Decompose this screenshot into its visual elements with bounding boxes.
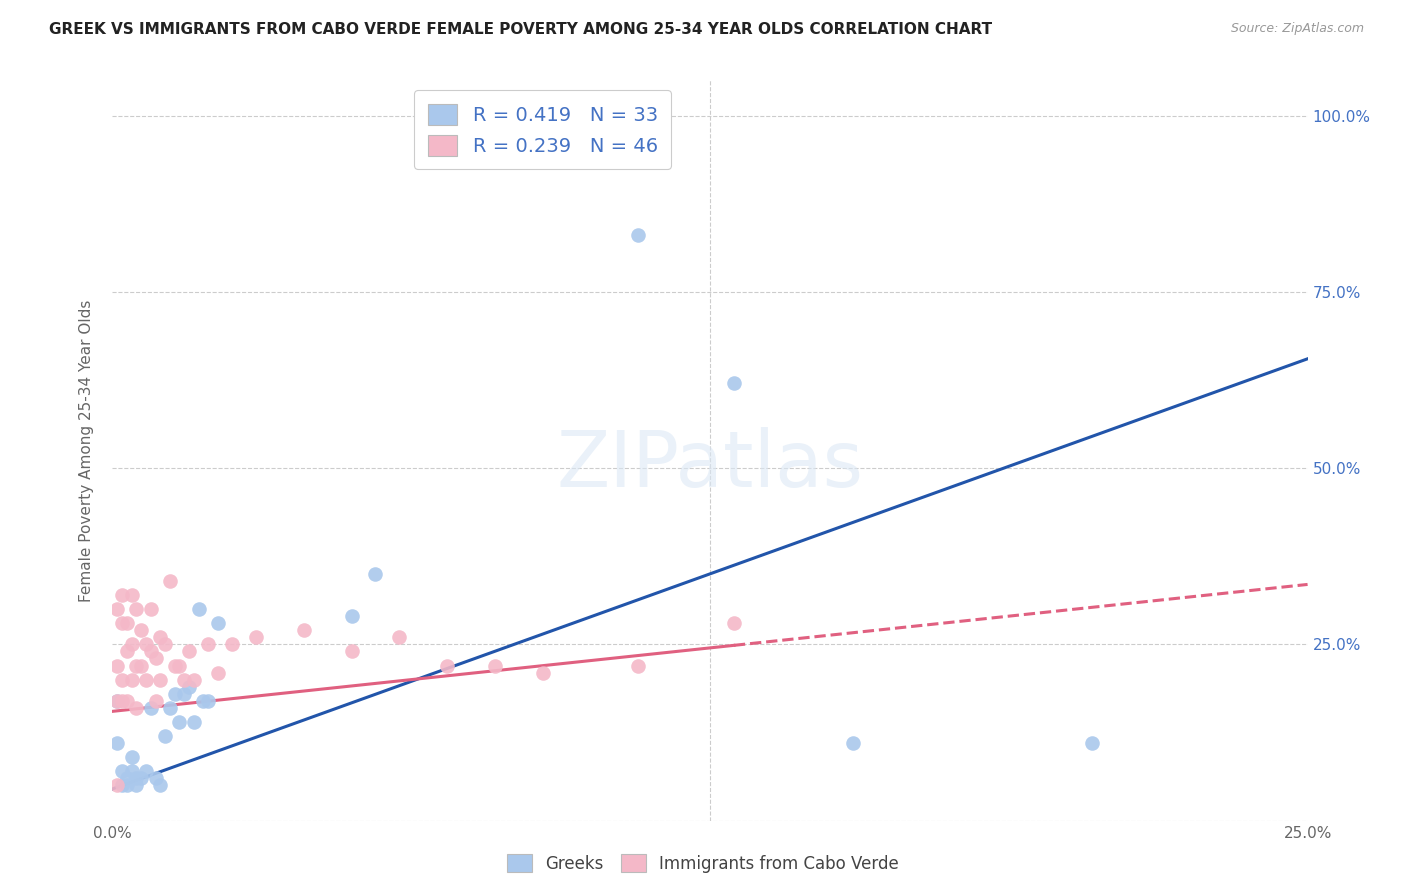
Point	[121, 764, 143, 779]
Point	[105, 602, 128, 616]
Point	[111, 778, 134, 792]
Point	[292, 624, 315, 638]
Y-axis label: Female Poverty Among 25-34 Year Olds: Female Poverty Among 25-34 Year Olds	[79, 300, 94, 601]
Text: ZIPatlas: ZIPatlas	[557, 427, 863, 503]
Point	[125, 701, 148, 715]
Point	[111, 673, 134, 687]
Point	[221, 637, 243, 651]
Point	[169, 658, 191, 673]
Text: GREEK VS IMMIGRANTS FROM CABO VERDE FEMALE POVERTY AMONG 25-34 YEAR OLDS CORRELA: GREEK VS IMMIGRANTS FROM CABO VERDE FEMA…	[49, 22, 993, 37]
Point	[842, 736, 865, 750]
Point	[153, 729, 176, 743]
Point	[149, 673, 172, 687]
Point	[115, 644, 138, 658]
Point	[1081, 736, 1104, 750]
Point	[135, 637, 157, 651]
Point	[207, 665, 229, 680]
Point	[139, 701, 162, 715]
Legend: R = 0.419   N = 33, R = 0.239   N = 46: R = 0.419 N = 33, R = 0.239 N = 46	[415, 90, 671, 169]
Point	[183, 714, 205, 729]
Point	[139, 602, 162, 616]
Point	[135, 764, 157, 779]
Point	[149, 630, 172, 644]
Point	[105, 736, 128, 750]
Point	[531, 665, 554, 680]
Point	[723, 376, 745, 391]
Point	[173, 687, 195, 701]
Point	[121, 637, 143, 651]
Point	[177, 680, 200, 694]
Point	[169, 714, 191, 729]
Point	[173, 673, 195, 687]
Point	[105, 694, 128, 708]
Point	[183, 673, 205, 687]
Point	[145, 651, 167, 665]
Point	[340, 609, 363, 624]
Point	[388, 630, 411, 644]
Point	[340, 644, 363, 658]
Legend: Greeks, Immigrants from Cabo Verde: Greeks, Immigrants from Cabo Verde	[501, 847, 905, 880]
Point	[115, 616, 138, 631]
Point	[145, 772, 167, 786]
Point	[111, 694, 134, 708]
Point	[197, 694, 219, 708]
Point	[125, 778, 148, 792]
Point	[436, 658, 458, 673]
Point	[125, 602, 148, 616]
Text: Source: ZipAtlas.com: Source: ZipAtlas.com	[1230, 22, 1364, 36]
Point	[139, 644, 162, 658]
Point	[111, 764, 134, 779]
Point	[627, 228, 650, 243]
Point	[163, 658, 186, 673]
Point	[484, 658, 506, 673]
Point	[105, 694, 128, 708]
Point	[145, 694, 167, 708]
Point	[125, 658, 148, 673]
Point	[364, 566, 387, 581]
Point	[207, 616, 229, 631]
Point	[115, 694, 138, 708]
Point	[177, 644, 200, 658]
Point	[159, 574, 181, 588]
Point	[121, 588, 143, 602]
Point	[115, 778, 138, 792]
Point	[159, 701, 181, 715]
Point	[723, 616, 745, 631]
Point	[129, 624, 152, 638]
Point	[579, 129, 602, 144]
Point	[129, 658, 152, 673]
Point	[193, 694, 215, 708]
Point	[115, 772, 138, 786]
Point	[121, 673, 143, 687]
Point	[129, 772, 152, 786]
Point	[105, 658, 128, 673]
Point	[627, 658, 650, 673]
Point	[111, 588, 134, 602]
Point	[197, 637, 219, 651]
Point	[105, 778, 128, 792]
Point	[245, 630, 267, 644]
Point	[187, 602, 209, 616]
Point	[163, 687, 186, 701]
Point	[121, 750, 143, 764]
Point	[111, 616, 134, 631]
Point	[135, 673, 157, 687]
Point	[149, 778, 172, 792]
Point	[153, 637, 176, 651]
Point	[125, 772, 148, 786]
